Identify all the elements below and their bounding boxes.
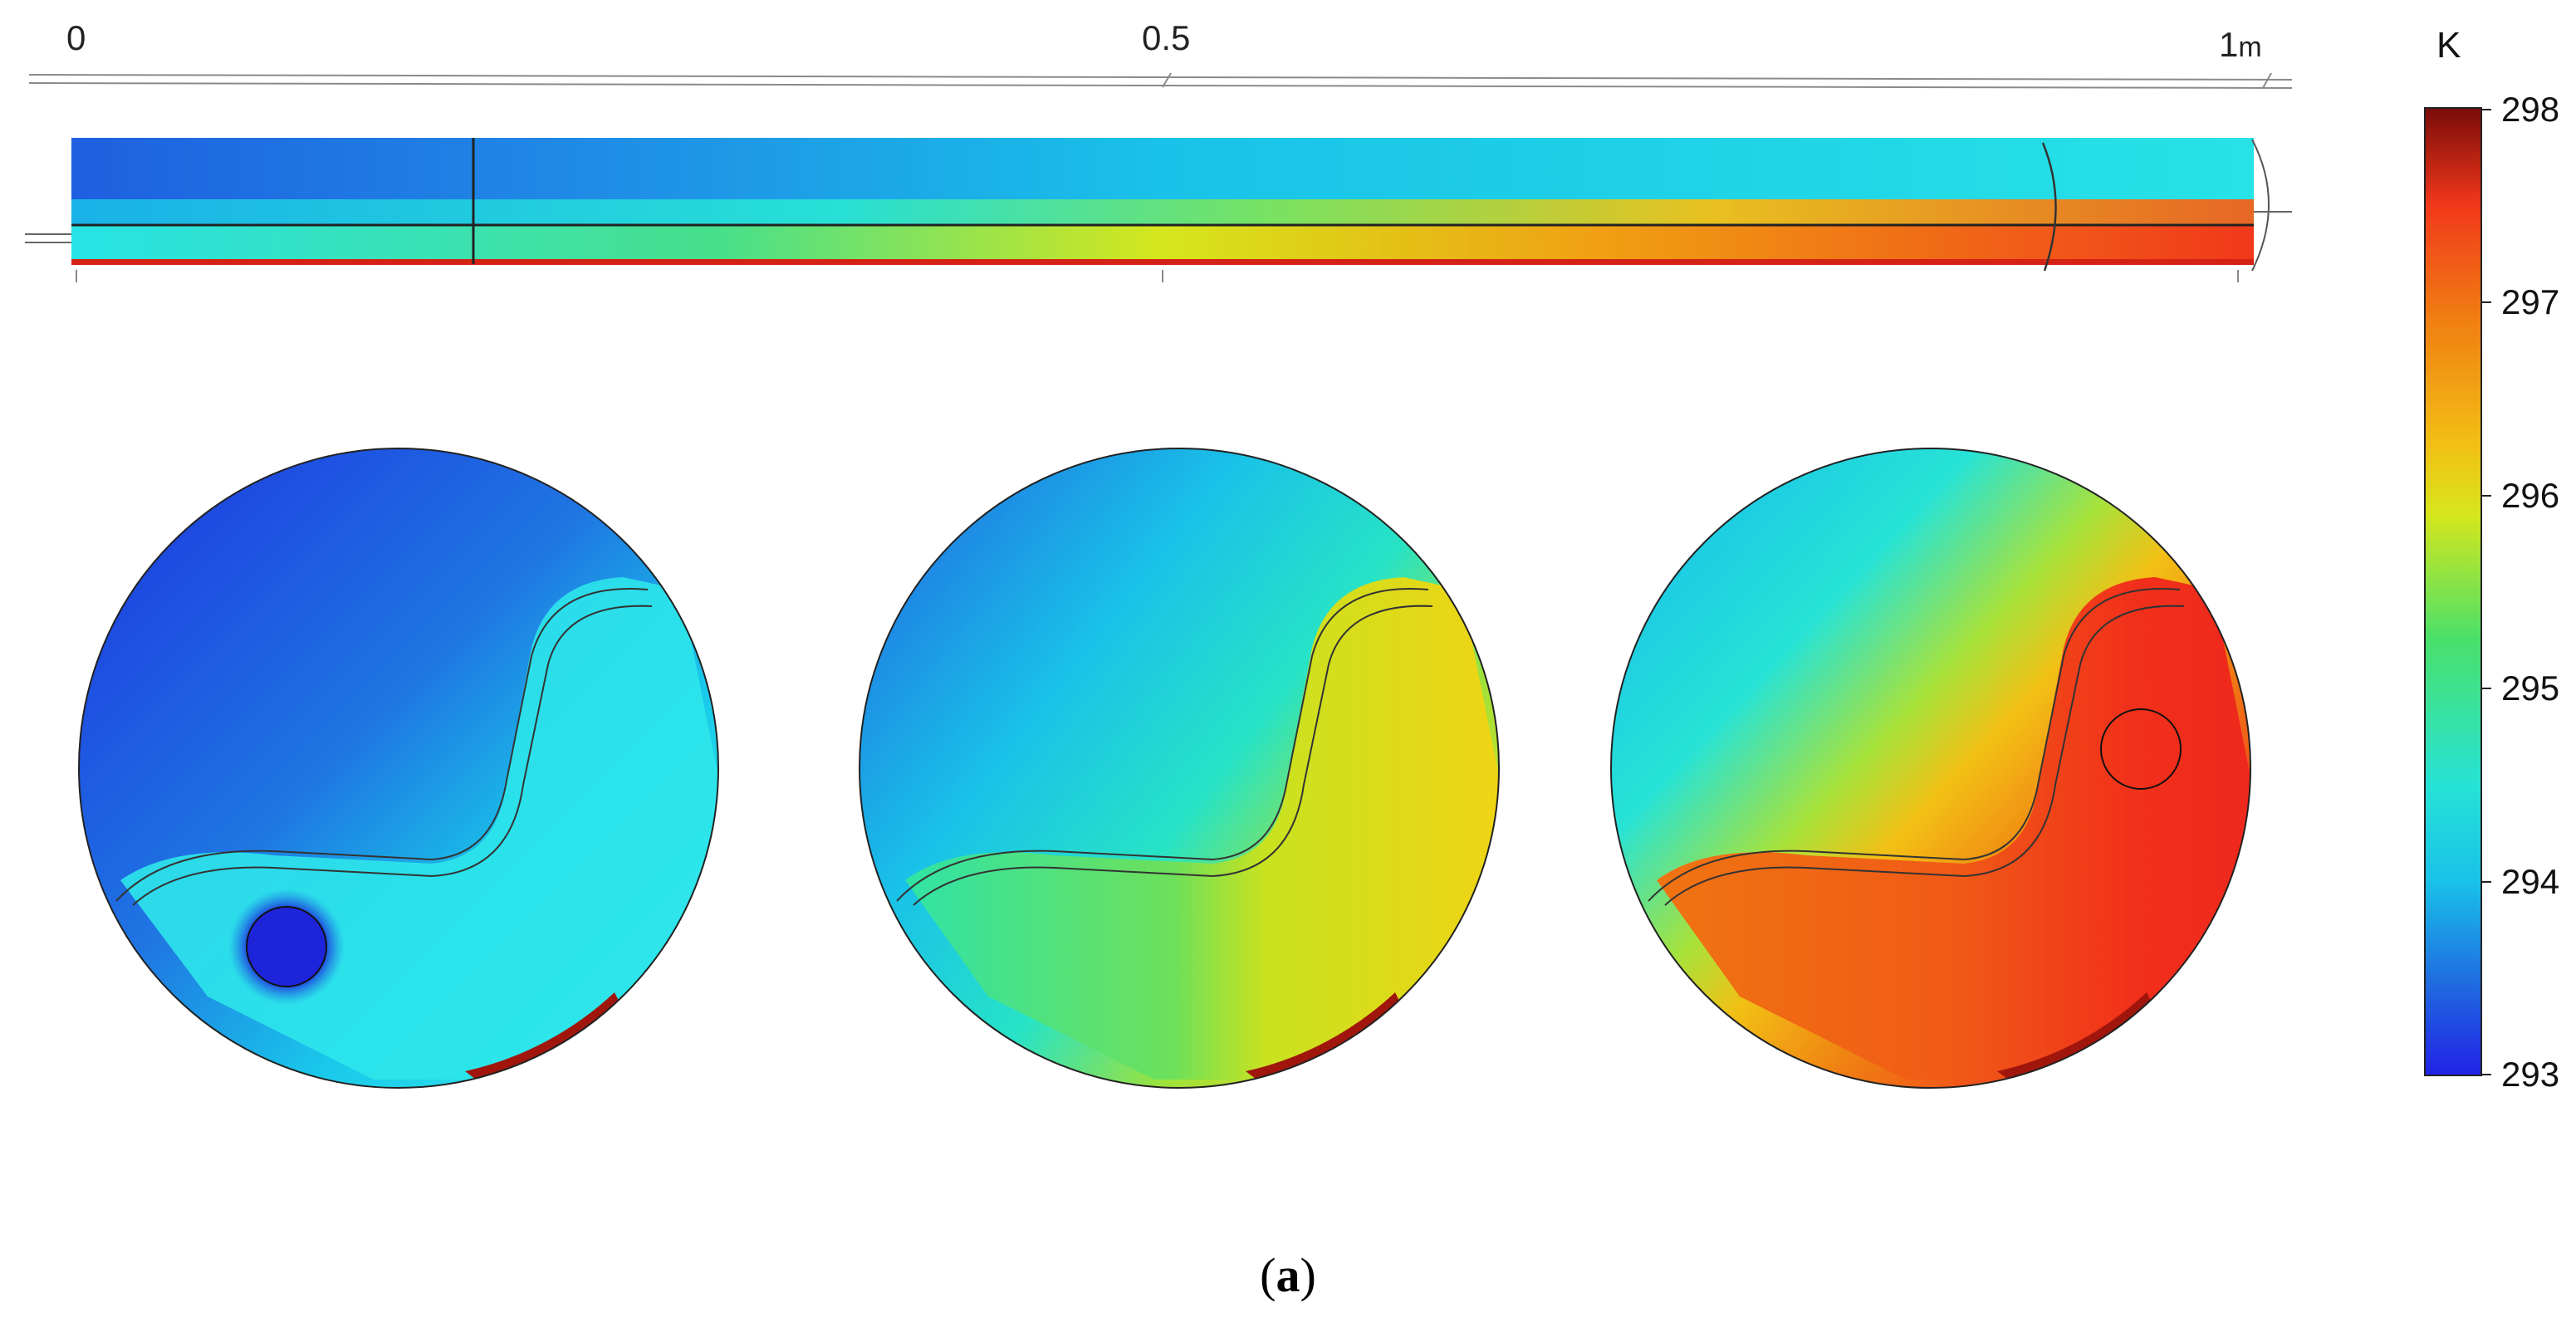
colorbar-tick-293: 293 (2501, 1055, 2560, 1094)
colorbar-unit: K (2436, 25, 2461, 66)
caption-close: ) (1300, 1248, 1316, 1302)
colorbar-tick-297: 297 (2501, 282, 2560, 321)
colorbar-tick-294: 294 (2501, 862, 2560, 901)
cross-section-2 (859, 448, 1500, 1089)
axis-tick-1: 1m (2219, 25, 2262, 65)
length-ruler (28, 72, 2293, 282)
colorbar-bar (2424, 107, 2482, 1076)
colorbar-tick-295: 295 (2501, 668, 2560, 708)
cross-section-1 (78, 448, 719, 1089)
colorbar-tick-296: 296 (2501, 476, 2560, 515)
tube-section (25, 138, 2292, 272)
colorbar-tick-298: 298 (2501, 90, 2560, 129)
caption-open: ( (1260, 1248, 1276, 1302)
axis-tick-1-value: 1 (2219, 25, 2239, 64)
cross-section-3 (1610, 448, 2251, 1089)
caption-label: a (1276, 1248, 1300, 1302)
figure-caption: (a) (0, 1247, 2576, 1303)
axis-unit: m (2238, 32, 2262, 63)
axis-tick-0.5: 0.5 (1142, 18, 1191, 57)
colorbar (2424, 107, 2491, 1076)
axis-tick-0: 0 (66, 18, 86, 57)
